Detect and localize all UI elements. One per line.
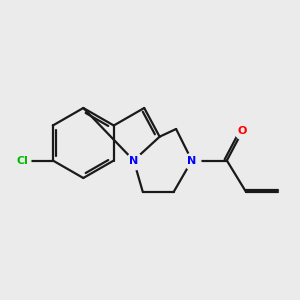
Text: N: N [129,155,138,166]
Text: O: O [238,126,247,136]
Text: N: N [187,155,196,166]
Text: Cl: Cl [16,155,28,166]
